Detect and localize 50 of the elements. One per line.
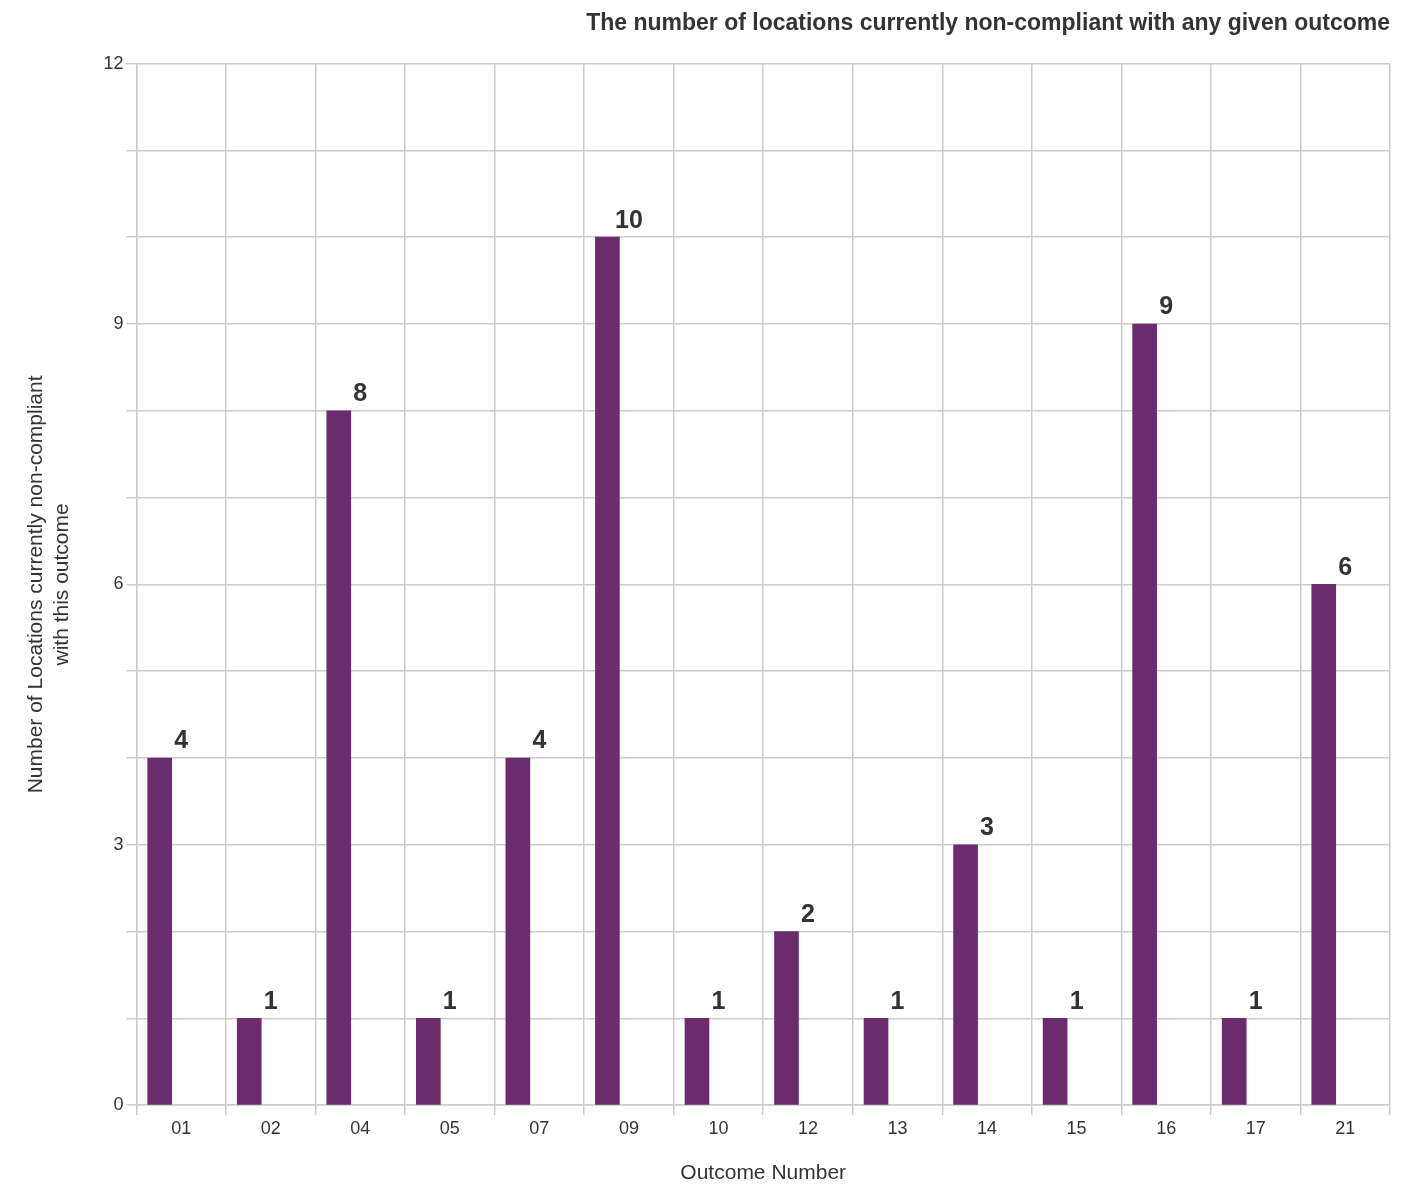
x-tick-label: 16 xyxy=(1156,1117,1177,1138)
bar xyxy=(774,931,799,1105)
data-label: 4 xyxy=(532,725,547,754)
data-label: 6 xyxy=(1338,551,1353,580)
data-label: 4 xyxy=(174,725,189,754)
data-label: 3 xyxy=(980,812,995,841)
y-tick-label: 9 xyxy=(113,312,124,333)
x-tick-label: 21 xyxy=(1335,1117,1356,1138)
data-label: 8 xyxy=(353,378,368,407)
bar xyxy=(1132,323,1157,1105)
x-axis-title: Outcome Number xyxy=(680,1160,847,1184)
x-tick-label: 02 xyxy=(260,1117,281,1138)
x-tick-label: 07 xyxy=(529,1117,550,1138)
x-tick-label: 01 xyxy=(171,1117,192,1138)
data-label: 1 xyxy=(711,985,726,1014)
data-label: 1 xyxy=(263,985,278,1014)
bar xyxy=(953,844,978,1105)
bar xyxy=(1221,1018,1247,1105)
y-axis-title: Number of Locations currently non-compliant with this outcome xyxy=(23,375,72,794)
x-tick-label: 15 xyxy=(1066,1117,1087,1138)
data-label: 1 xyxy=(890,985,905,1014)
x-tick-label: 09 xyxy=(618,1117,639,1138)
bar xyxy=(236,1018,262,1105)
bar xyxy=(863,1018,889,1105)
chart-title: The number of locations currently non-compliant with any given outcome xyxy=(586,9,1390,36)
bar xyxy=(326,410,352,1105)
data-label: 1 xyxy=(1069,985,1084,1014)
bar xyxy=(1311,584,1337,1105)
x-tick-label: 17 xyxy=(1245,1117,1266,1138)
data-label: 1 xyxy=(442,985,457,1014)
y-tick-label: 0 xyxy=(113,1094,124,1115)
y-tick-label: 3 xyxy=(113,833,124,854)
bar xyxy=(505,757,531,1105)
x-tick-label: 13 xyxy=(887,1117,908,1138)
x-tick-label: 14 xyxy=(977,1117,998,1138)
data-label: 1 xyxy=(1248,985,1263,1014)
bar xyxy=(1042,1018,1068,1105)
x-tick-label: 05 xyxy=(439,1117,460,1138)
data-label: 9 xyxy=(1159,291,1174,320)
bar xyxy=(684,1018,710,1105)
x-tick-label: 04 xyxy=(350,1117,371,1138)
x-tick-label: 10 xyxy=(708,1117,729,1138)
bar xyxy=(416,1018,441,1105)
y-tick-label: 6 xyxy=(113,573,124,594)
x-tick-label: 12 xyxy=(797,1117,818,1138)
data-label: 2 xyxy=(801,898,815,927)
bar xyxy=(595,236,620,1105)
y-tick-label: 12 xyxy=(103,52,124,73)
bar xyxy=(147,757,173,1105)
data-label: 10 xyxy=(614,204,643,233)
